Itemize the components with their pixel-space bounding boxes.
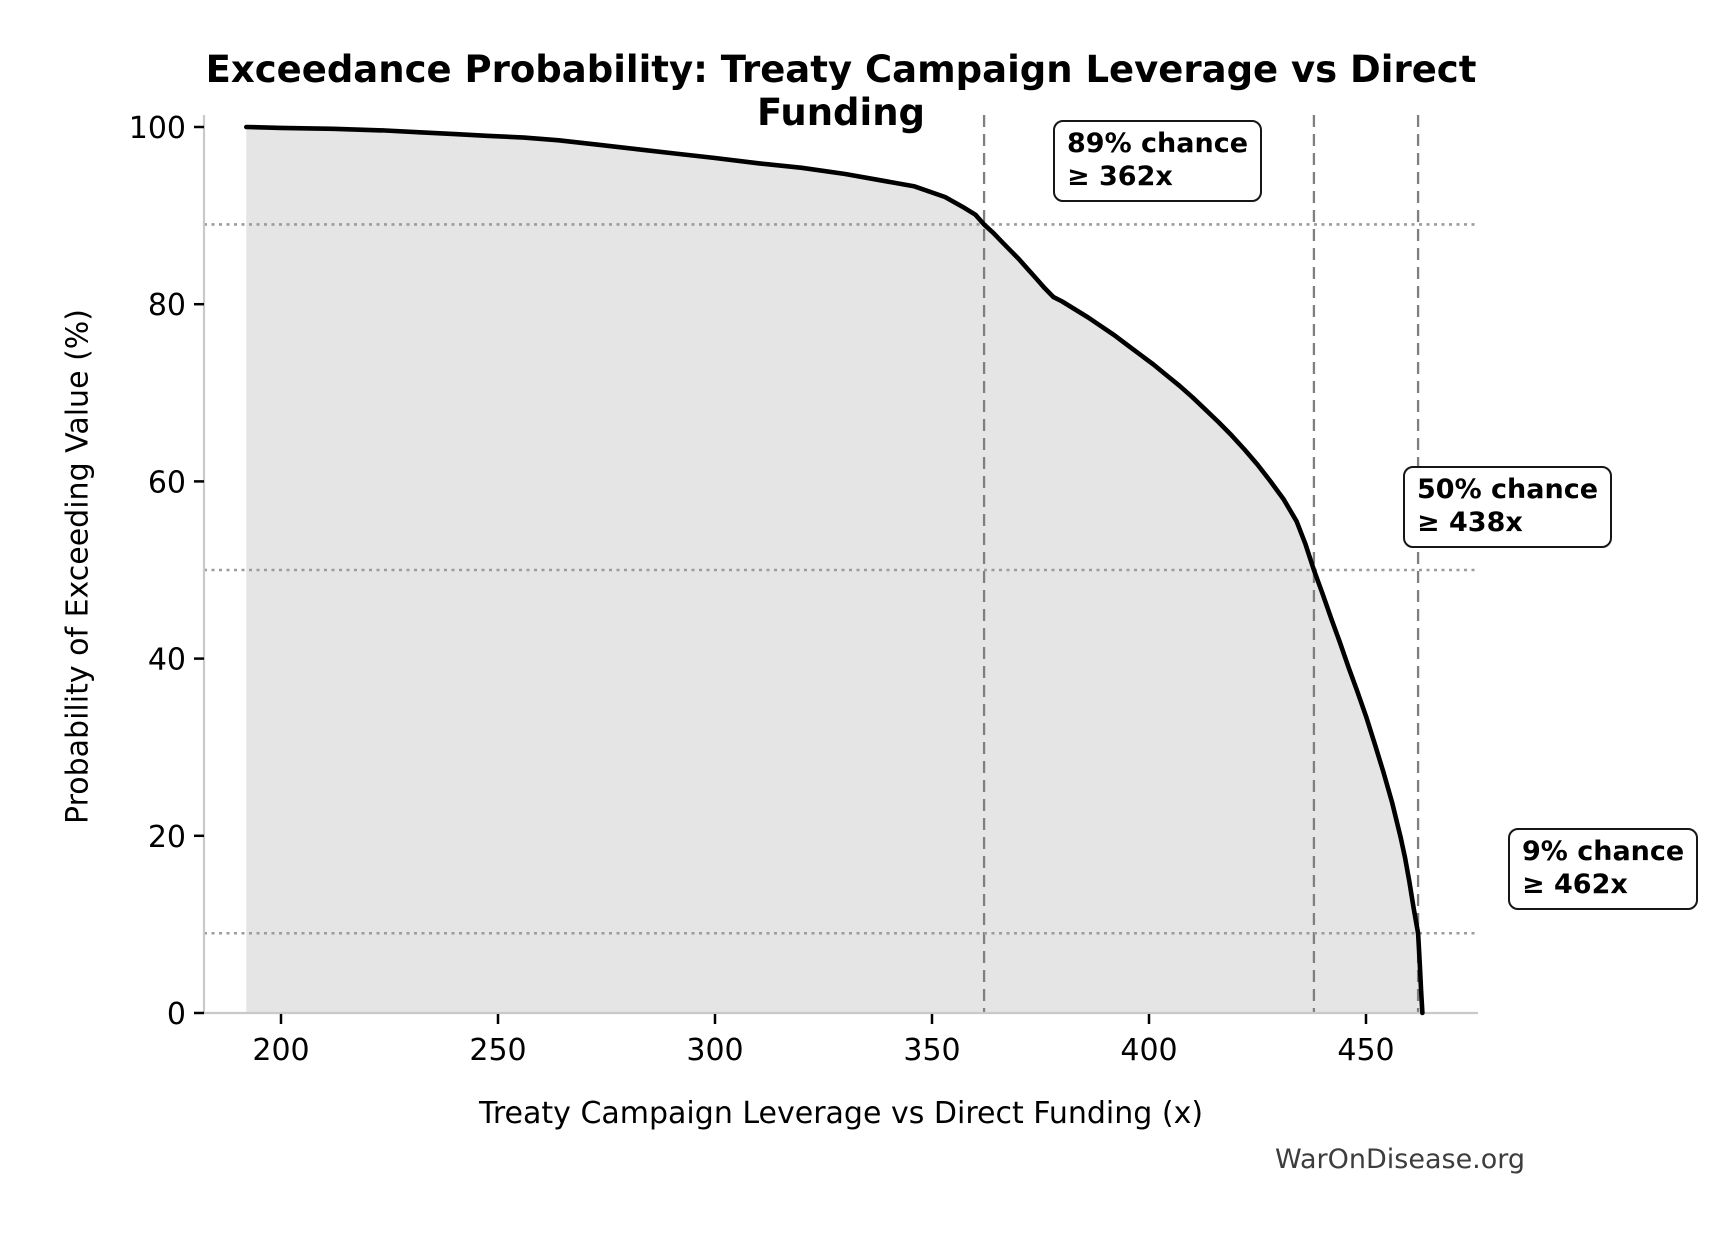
y-tick-label: 20	[148, 820, 186, 855]
annotation-89-line2: ≥ 362x	[1067, 161, 1173, 192]
x-tick-label: 450	[1337, 1033, 1394, 1068]
watermark: WarOnDisease.org	[1275, 1144, 1526, 1175]
y-tick-label: 100	[129, 111, 186, 146]
annotation-50-line2: ≥ 438x	[1417, 507, 1523, 538]
annotation-50-chance: 50% chance ≥ 438x	[1403, 466, 1613, 548]
annotation-89-line1: 89% chance	[1067, 128, 1249, 159]
chart-title: Exceedance Probability: Treaty Campaign …	[205, 48, 1477, 134]
x-tick-label: 400	[1120, 1033, 1177, 1068]
y-tick-label: 40	[148, 643, 186, 678]
annotation-50-line1: 50% chance	[1417, 474, 1599, 505]
x-tick-label: 200	[252, 1033, 309, 1068]
annotation-9-line2: ≥ 462x	[1522, 869, 1628, 900]
y-axis-label: Probability of Exceeding Value (%)	[60, 309, 96, 824]
y-tick-label: 80	[148, 288, 186, 323]
x-tick-label: 250	[469, 1033, 526, 1068]
exceedance-curve	[244, 124, 1425, 1016]
y-tick-label: 60	[148, 465, 186, 500]
annotation-9-line1: 9% chance	[1522, 836, 1685, 867]
x-tick-label: 350	[903, 1033, 960, 1068]
y-tick-label: 0	[167, 997, 186, 1032]
annotation-9-chance: 9% chance ≥ 462x	[1508, 828, 1699, 910]
annotation-89-chance: 89% chance ≥ 362x	[1053, 120, 1263, 202]
x-axis-label: Treaty Campaign Leverage vs Direct Fundi…	[478, 1096, 1204, 1131]
x-tick-label: 300	[686, 1033, 743, 1068]
